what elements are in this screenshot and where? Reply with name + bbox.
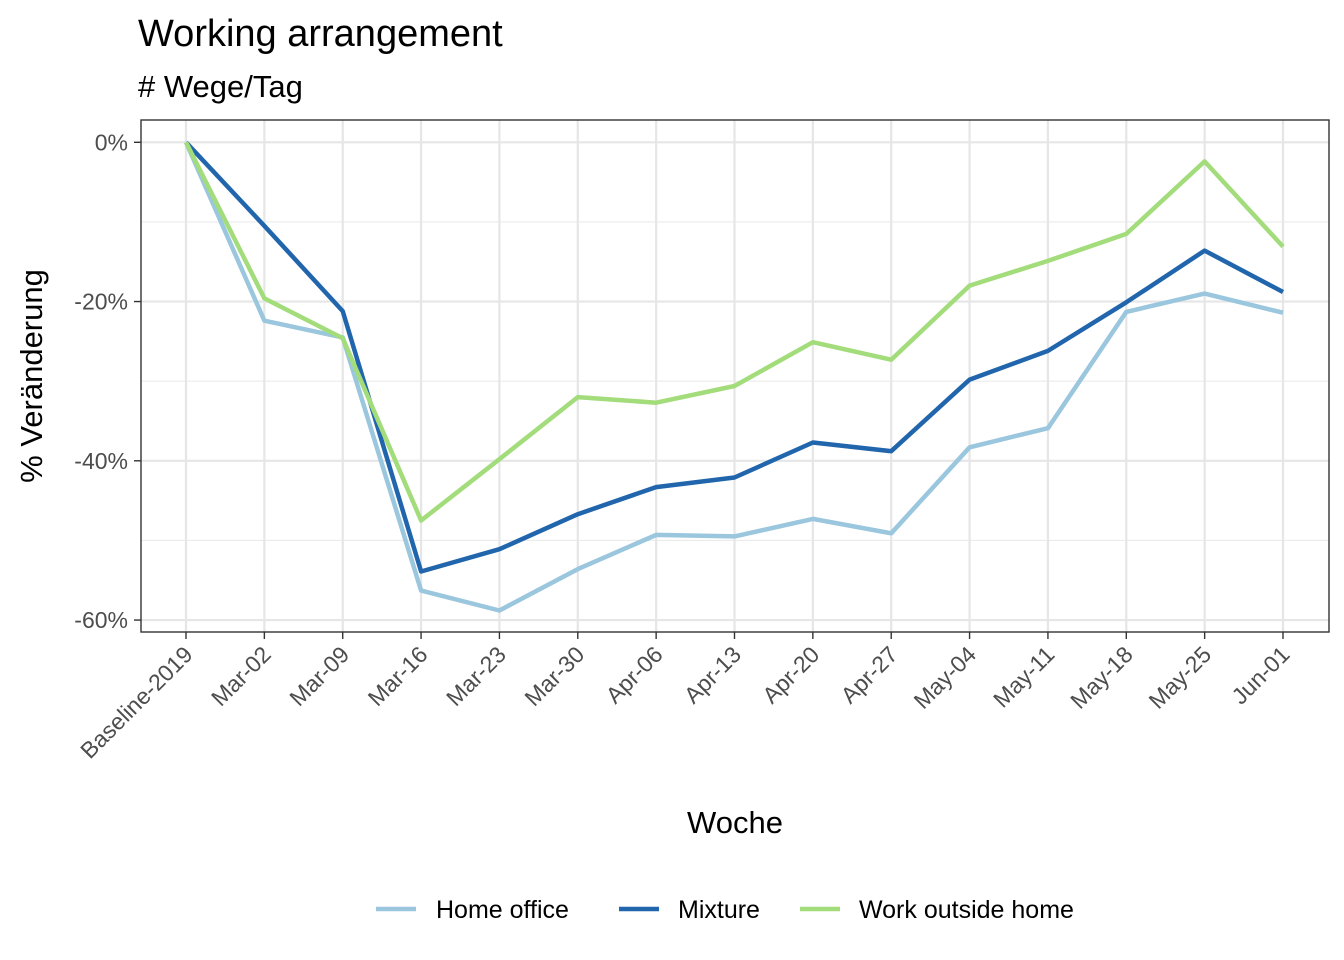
- grid: [141, 120, 1329, 632]
- x-tick-label: May-25: [1144, 641, 1217, 714]
- series-lines: [183, 140, 1285, 613]
- y-tick-label: -60%: [74, 607, 128, 633]
- legend-label: Mixture: [678, 896, 760, 924]
- x-tick-label: May-18: [1065, 641, 1138, 714]
- legend-label: Work outside home: [859, 896, 1074, 924]
- x-tick-label: May-04: [908, 641, 981, 714]
- x-tick-label: Mar-30: [519, 641, 589, 711]
- y-tick-label: 0%: [95, 129, 128, 155]
- x-tick-label: Mar-09: [284, 641, 354, 711]
- x-tick-label: Apr-27: [836, 641, 903, 708]
- y-tick-label: -40%: [74, 448, 128, 474]
- legend: Home office Mixture Work outside home: [376, 896, 1074, 924]
- x-axis: Baseline-2019 Mar-02 Mar-09 Mar-16 Mar-23 Mar…: [75, 632, 1295, 764]
- series-line-work-outside-home: [183, 141, 1285, 523]
- x-tick-label: Mar-16: [363, 641, 433, 711]
- x-tick-label: Jun-01: [1226, 641, 1294, 709]
- x-tick-label: Apr-20: [757, 641, 824, 708]
- x-tick-label: May-11: [988, 641, 1059, 712]
- x-tick-label: Mar-02: [206, 641, 276, 711]
- y-axis-title: % Veränderung: [14, 269, 49, 483]
- x-tick-label: Apr-13: [679, 641, 746, 708]
- x-tick-label: Apr-06: [600, 641, 667, 708]
- series-line-home-office: [183, 141, 1284, 613]
- chart-title: Working arrangement: [138, 13, 503, 55]
- x-tick-label: Mar-23: [441, 641, 511, 711]
- x-tick-label: Baseline-2019: [75, 641, 197, 763]
- chart-subtitle: # Wege/Tag: [138, 69, 303, 104]
- legend-label: Home office: [436, 896, 569, 924]
- x-axis-title: Woche: [687, 805, 783, 840]
- y-axis: 0% -20% -40% -60%: [74, 129, 141, 633]
- y-tick-label: -20%: [74, 289, 128, 315]
